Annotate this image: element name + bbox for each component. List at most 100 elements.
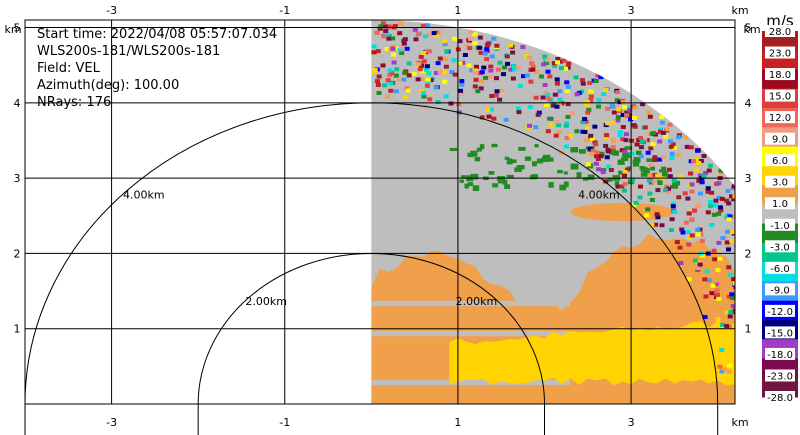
noise-cell xyxy=(457,39,463,44)
noise-cell xyxy=(421,59,427,64)
colorbar-label-bg xyxy=(765,197,795,210)
noise-cell xyxy=(472,41,478,46)
noise-cell xyxy=(676,195,682,200)
axis-unit-label: km xyxy=(731,4,748,17)
noise-cell xyxy=(695,232,701,237)
noise-cell xyxy=(376,90,382,95)
noise-cell xyxy=(473,77,479,82)
noise-cell xyxy=(726,265,732,270)
noise-cell xyxy=(574,129,580,134)
noise-cell xyxy=(542,54,548,59)
x-tick-label-top: 1 xyxy=(454,4,461,17)
x-tick-label-bottom: 1 xyxy=(454,416,461,429)
noise-cell xyxy=(527,55,533,60)
noise-cell xyxy=(545,69,551,74)
noise-cell xyxy=(698,158,704,163)
colorbar-label-bg xyxy=(765,283,795,296)
noise-cell xyxy=(697,191,703,196)
noise-cell xyxy=(558,59,564,64)
colorbar-label: -9.0 xyxy=(770,285,790,296)
green-cell xyxy=(576,172,582,178)
noise-cell xyxy=(726,324,732,329)
green-cell xyxy=(470,173,479,180)
noise-cell xyxy=(380,63,386,68)
noise-cell xyxy=(402,70,408,75)
y-tick-label-left: 4 xyxy=(14,97,21,110)
noise-cell xyxy=(435,61,441,66)
noise-cell xyxy=(606,164,612,169)
green-cell xyxy=(607,178,613,182)
noise-cell xyxy=(459,91,465,96)
noise-cell xyxy=(475,89,481,94)
noise-cell xyxy=(671,201,677,206)
noise-cell xyxy=(390,36,396,41)
noise-cell xyxy=(499,88,505,93)
noise-cell xyxy=(460,60,466,65)
noise-cell xyxy=(638,145,644,150)
noise-cell xyxy=(663,188,669,193)
noise-cell xyxy=(692,258,698,263)
colorbar-label-bg xyxy=(765,132,795,145)
noise-cell xyxy=(401,77,407,82)
noise-cell xyxy=(611,139,617,144)
green-cell xyxy=(474,156,481,162)
noise-cell xyxy=(594,150,600,155)
noise-cell xyxy=(416,61,422,66)
noise-cell xyxy=(725,229,731,234)
noise-cell xyxy=(652,157,658,162)
colorbar-label-bg xyxy=(765,218,795,231)
noise-cell xyxy=(423,34,429,39)
noise-cell xyxy=(580,81,586,86)
noise-cell xyxy=(383,28,389,33)
noise-cell xyxy=(533,95,539,100)
colorbar-label-bg xyxy=(765,175,795,188)
noise-cell xyxy=(620,125,626,130)
noise-cell xyxy=(479,115,485,120)
noise-cell xyxy=(510,50,516,55)
colorbar-label-bg xyxy=(765,25,795,37)
noise-cell xyxy=(603,179,609,184)
noise-cell xyxy=(667,122,673,127)
noise-cell xyxy=(709,190,715,195)
noise-cell xyxy=(720,236,726,241)
noise-cell xyxy=(632,124,638,129)
green-cell xyxy=(464,183,469,189)
noise-cell xyxy=(731,277,735,282)
noise-cell xyxy=(564,80,570,85)
site-text: WLS200s-181/WLS200s-181 xyxy=(37,44,220,59)
noise-cell xyxy=(497,60,503,65)
noise-cell xyxy=(412,27,418,32)
noise-cell xyxy=(647,114,653,119)
noise-cell xyxy=(426,32,432,37)
noise-cell xyxy=(669,217,675,222)
noise-cell xyxy=(592,124,598,129)
noise-cell xyxy=(655,188,661,193)
noise-cell xyxy=(504,54,510,59)
noise-cell xyxy=(696,160,702,165)
noise-cell xyxy=(674,240,680,245)
green-cell xyxy=(488,171,495,175)
green-cell xyxy=(511,159,517,164)
noise-cell xyxy=(642,125,648,130)
noise-cell xyxy=(724,198,730,203)
noise-cell xyxy=(488,68,494,73)
noise-cell xyxy=(711,212,717,217)
noise-cell xyxy=(386,36,392,41)
noise-cell xyxy=(419,69,425,74)
colorbar-label: 28.0 xyxy=(769,27,791,38)
noise-cell xyxy=(388,88,394,93)
noise-cell xyxy=(563,66,569,71)
noise-cell xyxy=(433,70,439,75)
noise-cell xyxy=(718,168,724,173)
noise-cell xyxy=(730,295,735,300)
noise-cell xyxy=(717,364,723,369)
noise-cell xyxy=(491,36,497,41)
noise-cell xyxy=(622,170,628,175)
noise-cell xyxy=(382,24,388,29)
green-cell xyxy=(598,151,605,156)
noise-cell xyxy=(565,85,571,90)
noise-cell xyxy=(585,99,591,104)
noise-cell xyxy=(623,132,629,137)
colorbar-label: 6.0 xyxy=(772,156,788,167)
noise-cell xyxy=(715,293,721,298)
